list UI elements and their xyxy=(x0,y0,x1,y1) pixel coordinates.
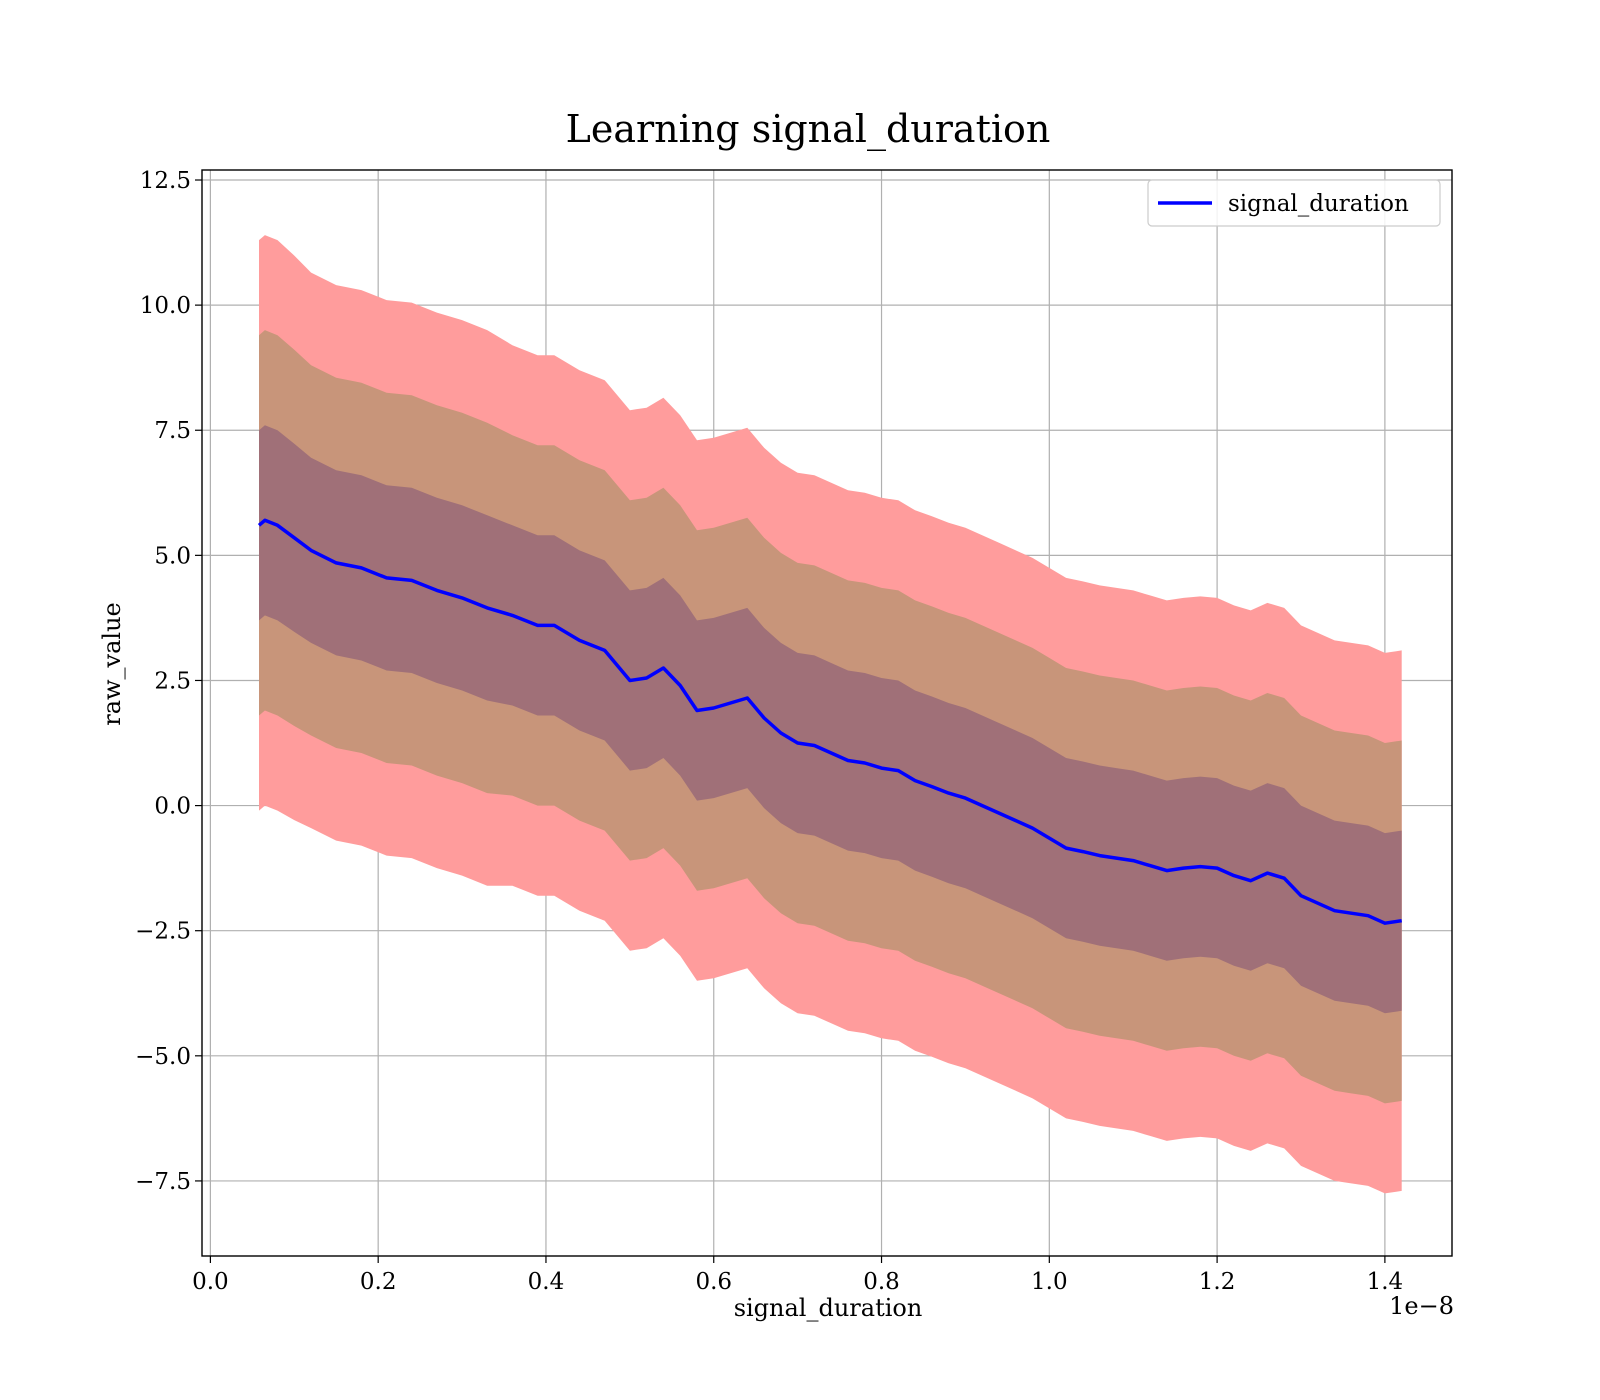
chart-title: Learning signal_duration xyxy=(566,107,1051,152)
legend-box xyxy=(1147,179,1441,227)
x-tick-label: 1.4 xyxy=(1367,1269,1404,1295)
x-axis-offset-label: 1e−8 xyxy=(1389,1292,1454,1320)
x-tick-label: 1.0 xyxy=(1031,1269,1068,1295)
y-tick-label: 10.0 xyxy=(140,293,191,319)
legend-label-signal-duration: signal_duration xyxy=(1228,191,1409,217)
x-tick-label: 0.4 xyxy=(528,1269,565,1295)
x-axis-label: signal_duration xyxy=(734,1294,923,1322)
y-tick-label: 12.5 xyxy=(140,168,191,194)
plot-frame xyxy=(201,169,1453,1257)
x-tick-label: 0.8 xyxy=(863,1269,900,1295)
plot-area: 0.0 0.2 0.4 0.6 0.8 1.0 1.2 1.4 12.5 10.0 7.5 5.0 2.… xyxy=(135,168,1453,1295)
series-line-signal-duration xyxy=(257,518,1402,925)
x-tick-label: 0.2 xyxy=(360,1269,397,1295)
band-1-sigma xyxy=(259,425,1402,1014)
y-tick-label: −2.5 xyxy=(135,919,191,945)
x-tick-label: 0.6 xyxy=(695,1269,732,1295)
y-tick-label: 5.0 xyxy=(154,543,191,569)
y-tick-label: 7.5 xyxy=(154,418,191,444)
x-tick-label: 1.2 xyxy=(1199,1269,1236,1295)
y-tick-label: −5.0 xyxy=(135,1044,191,1070)
y-tick-label: 0.0 xyxy=(154,794,191,820)
y-tick-label: −7.5 xyxy=(135,1169,191,1195)
y-axis-label: raw_value xyxy=(98,602,126,726)
x-tick-label: 0.0 xyxy=(192,1269,229,1295)
y-tick-label: 2.5 xyxy=(154,668,191,694)
